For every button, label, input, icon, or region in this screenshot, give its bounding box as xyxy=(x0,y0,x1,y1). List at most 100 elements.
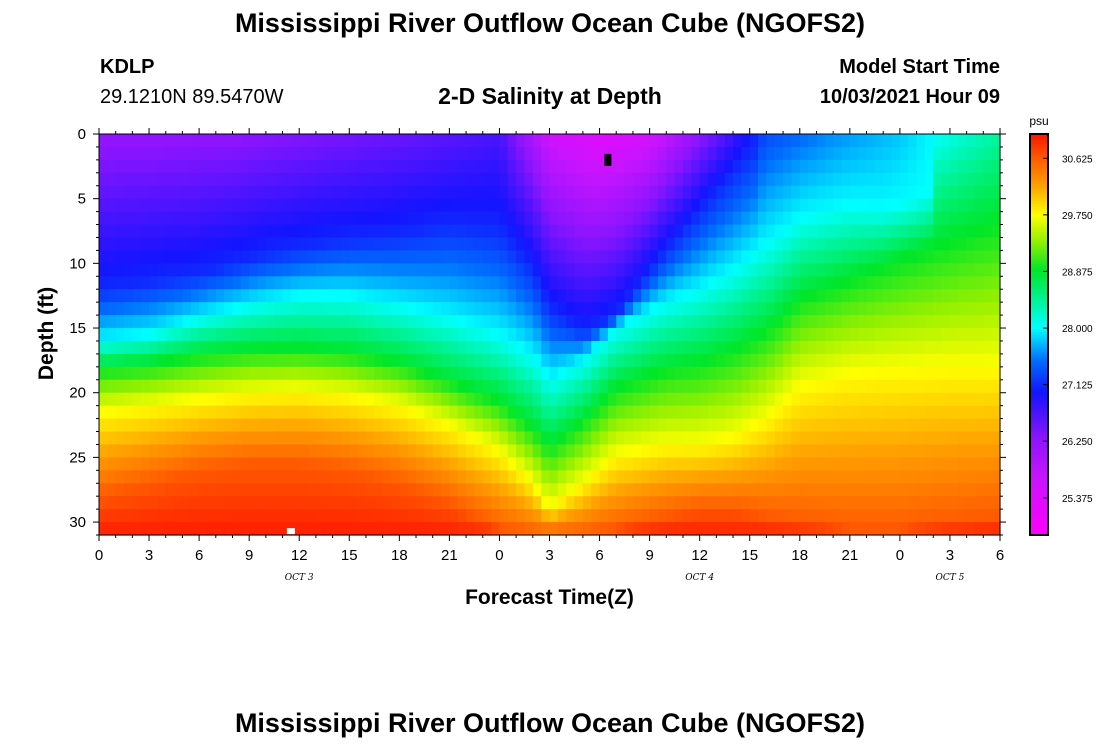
heatmap-cell xyxy=(858,198,868,213)
heatmap-cell xyxy=(841,172,851,187)
heatmap-cell xyxy=(749,509,759,523)
heatmap-cell xyxy=(649,418,659,433)
heatmap-cell xyxy=(749,159,759,174)
heatmap-cell xyxy=(407,302,417,316)
heatmap-cell xyxy=(899,509,909,523)
heatmap-cell xyxy=(524,276,534,290)
heatmap-cell xyxy=(424,224,434,239)
heatmap-cell xyxy=(974,405,984,420)
heatmap-cell xyxy=(591,470,601,484)
heatmap-cell xyxy=(708,405,717,420)
heatmap-cell xyxy=(224,496,234,510)
heatmap-cell xyxy=(182,340,192,355)
heatmap-cell xyxy=(641,198,651,213)
heatmap-cell xyxy=(157,405,167,420)
heatmap-cell xyxy=(591,185,601,200)
heatmap-cell xyxy=(783,289,793,303)
heatmap-cell xyxy=(758,250,767,264)
heatmap-cell xyxy=(390,315,400,329)
heatmap-cell xyxy=(549,366,559,381)
heatmap-cell xyxy=(858,418,868,433)
heatmap-cell xyxy=(733,134,742,148)
colorbar-cell xyxy=(1030,161,1048,165)
heatmap-cell xyxy=(466,134,476,148)
colorbar-cell xyxy=(1030,196,1048,200)
heatmap-cell xyxy=(866,198,876,213)
heatmap-cell xyxy=(215,276,225,290)
heatmap-cell xyxy=(165,237,175,252)
heatmap-cell xyxy=(315,405,325,420)
heatmap-cell xyxy=(574,509,584,523)
heatmap-cell xyxy=(899,172,909,187)
heatmap-cell xyxy=(215,211,225,226)
heatmap-cell xyxy=(524,483,534,497)
colorbar-cell xyxy=(1030,334,1048,338)
heatmap-cell xyxy=(315,431,325,446)
heatmap-cell xyxy=(691,470,701,484)
heatmap-cell xyxy=(499,289,509,303)
heatmap-cell xyxy=(766,289,776,303)
colorbar-cell xyxy=(1030,186,1048,190)
heatmap-cell xyxy=(758,237,767,252)
heatmap-cell xyxy=(624,418,634,433)
heatmap-cell xyxy=(549,224,559,239)
heatmap-cell xyxy=(958,522,968,536)
heatmap-cell xyxy=(107,211,117,226)
heatmap-cell xyxy=(299,289,309,303)
heatmap-cell xyxy=(265,379,275,394)
heatmap-cell xyxy=(140,496,150,510)
heatmap-cell xyxy=(149,509,158,523)
heatmap-cell xyxy=(240,470,250,484)
heatmap-cell xyxy=(933,172,943,187)
heatmap-cell xyxy=(457,457,467,471)
heatmap-cell xyxy=(282,444,292,458)
heatmap-cell xyxy=(799,276,809,290)
colorbar-cell xyxy=(1030,482,1048,486)
heatmap-cell xyxy=(190,444,200,458)
heatmap-cell xyxy=(691,289,701,303)
heatmap-cell xyxy=(340,379,350,394)
heatmap-cell xyxy=(916,444,926,458)
heatmap-cell xyxy=(424,198,434,213)
heatmap-cell xyxy=(474,276,484,290)
heatmap-cell xyxy=(174,328,184,342)
colorbar-cell xyxy=(1030,449,1048,453)
heatmap-cell xyxy=(933,185,943,200)
heatmap-cell xyxy=(783,315,793,329)
heatmap-cell xyxy=(382,211,392,226)
heatmap-cell xyxy=(390,172,400,187)
heatmap-cell xyxy=(482,263,492,277)
heatmap-cell xyxy=(899,302,909,316)
heatmap-cell xyxy=(833,146,843,161)
heatmap-cell xyxy=(107,444,117,458)
colorbar-tick-label: 28.875 xyxy=(1062,267,1093,278)
heatmap-cell xyxy=(582,276,592,290)
heatmap-cell xyxy=(599,379,609,394)
heatmap-cell xyxy=(357,159,367,174)
heatmap-cell xyxy=(649,340,659,355)
heatmap-cell xyxy=(441,418,450,433)
heatmap-cell xyxy=(315,302,325,316)
heatmap-cell xyxy=(816,340,826,355)
heatmap-cell xyxy=(416,522,425,536)
colorbar-tick-label: 28.000 xyxy=(1062,324,1093,335)
heatmap-cell xyxy=(824,340,834,355)
heatmap-cell xyxy=(549,483,559,497)
heatmap-cell xyxy=(474,431,484,446)
heatmap-cell xyxy=(107,146,117,161)
heatmap-cell xyxy=(582,509,592,523)
heatmap-cell xyxy=(499,263,509,277)
heatmap-cell xyxy=(257,185,267,200)
heatmap-cell xyxy=(532,250,542,264)
heatmap-cell xyxy=(883,289,893,303)
heatmap-cell xyxy=(541,328,551,342)
heatmap-cell xyxy=(424,159,434,174)
heatmap-cell xyxy=(591,263,601,277)
heatmap-cell xyxy=(657,146,667,161)
heatmap-cell xyxy=(115,315,125,329)
heatmap-cell xyxy=(390,405,400,420)
heatmap-cell xyxy=(532,392,542,407)
heatmap-cell xyxy=(649,496,659,510)
heatmap-cell xyxy=(157,185,167,200)
colorbar-cell xyxy=(1030,457,1048,461)
